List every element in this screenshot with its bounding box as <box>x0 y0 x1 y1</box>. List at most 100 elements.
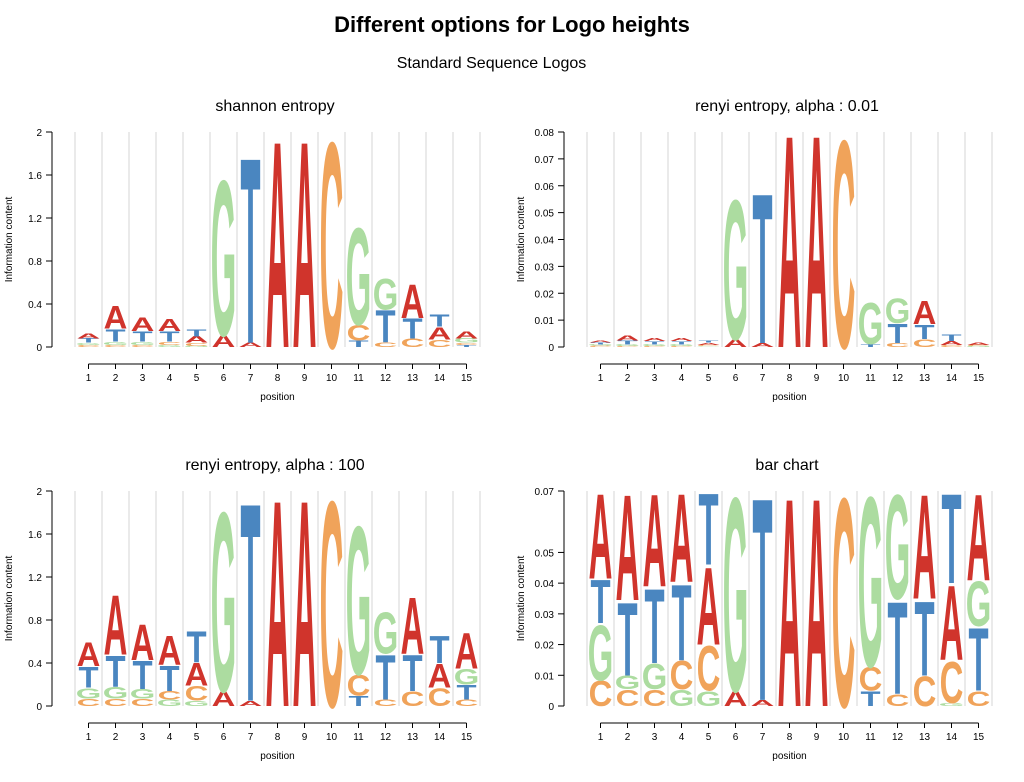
logo-letter-T: T <box>698 473 718 587</box>
logo-letter-A: A <box>212 687 236 711</box>
logo-letter-A: A <box>104 299 128 336</box>
logo-letter-A: A <box>104 578 128 673</box>
svg-text:A: A <box>104 578 128 673</box>
x-tick-label: 2 <box>113 732 119 743</box>
logo-letter-A: A <box>616 465 640 634</box>
svg-text:T: T <box>348 339 368 349</box>
logo-chart: renyi entropy, alpha : 100 0 0.4 0.8 1.2 1.6 2… <box>4 439 481 769</box>
x-tick-label: 10 <box>838 373 850 384</box>
svg-text:T: T <box>671 340 692 345</box>
svg-text:C: C <box>158 689 182 702</box>
x-tick-label: 6 <box>733 732 739 743</box>
svg-text:A: A <box>778 447 802 771</box>
svg-text:T: T <box>968 611 988 711</box>
logo-letter-T: T <box>159 660 179 700</box>
logo-letter-C: C <box>347 669 371 702</box>
svg-text:A: A <box>616 334 640 342</box>
logo-letter-G: G <box>346 201 372 355</box>
svg-text:T: T <box>698 473 718 587</box>
y-tick-label: 0.08 <box>535 128 555 139</box>
svg-text:G: G <box>615 344 641 347</box>
logo-letter-G: G <box>184 699 210 707</box>
svg-text:C: C <box>832 447 856 771</box>
logo-letter-C: C <box>913 669 937 716</box>
logo-letter-C: C <box>589 675 613 715</box>
logo-letter-C: C <box>185 342 209 347</box>
logo-letter-C: C <box>697 633 721 705</box>
logo-letter-C: C <box>428 684 452 713</box>
svg-text:G: G <box>696 346 722 347</box>
logo-letter-A: A <box>913 463 937 630</box>
svg-text:T: T <box>240 447 260 761</box>
logo-letter-A: A <box>266 80 290 410</box>
svg-text:C: C <box>670 653 694 698</box>
x-tick-label: 14 <box>946 732 958 743</box>
logo-letter-C: C <box>455 698 479 708</box>
logo-letter-T: T <box>186 622 206 672</box>
svg-text:G: G <box>157 344 183 347</box>
logo-letter-G: G <box>723 159 749 382</box>
logo-letter-T: T <box>456 344 476 347</box>
logo-letter-T: T <box>914 320 934 343</box>
y-tick-label: 1.6 <box>28 530 42 541</box>
svg-text:A: A <box>158 627 182 674</box>
svg-text:C: C <box>104 344 128 347</box>
logo-letter-C: C <box>374 342 398 349</box>
svg-text:C: C <box>401 337 425 350</box>
svg-text:A: A <box>724 687 748 711</box>
logo-panel-renyi-low: renyi entropy, alpha : 0.01 0 0.01 0.02 0.03… <box>512 71 1012 423</box>
svg-text:A: A <box>697 546 721 669</box>
svg-text:C: C <box>616 685 640 711</box>
svg-text:A: A <box>913 463 937 630</box>
logo-letter-A: A <box>428 658 452 696</box>
x-tick-label: 7 <box>248 732 254 743</box>
svg-text:C: C <box>589 345 613 347</box>
y-tick-label: 1.6 <box>28 171 42 182</box>
logo-letter-C: C <box>886 690 910 710</box>
logo-letter-G: G <box>103 683 129 702</box>
logo-letter-A: A <box>967 341 991 345</box>
logo-letter-C: C <box>158 341 182 346</box>
svg-text:T: T <box>698 340 718 343</box>
logo-letter-G: G <box>669 685 695 711</box>
svg-text:G: G <box>885 292 911 331</box>
logo-letter-A: A <box>589 340 613 343</box>
x-tick-label: 7 <box>248 373 254 384</box>
logo-letter-T: T <box>132 653 153 698</box>
logo-letter-T: T <box>429 310 449 330</box>
logo-letter-G: G <box>966 568 992 640</box>
logo-letter-G: G <box>588 608 614 697</box>
svg-text:T: T <box>429 627 449 671</box>
logo-letter-C: C <box>643 685 667 711</box>
logo-letter-C: C <box>401 687 425 711</box>
svg-text:C: C <box>697 633 721 705</box>
x-tick-label: 9 <box>814 732 820 743</box>
x-tick-label: 9 <box>814 373 820 384</box>
y-tick-label: 2 <box>36 128 42 139</box>
svg-text:A: A <box>401 275 425 329</box>
logo-letter-A: A <box>724 337 748 349</box>
x-tick-label: 13 <box>407 732 419 743</box>
logo-letter-A: A <box>751 699 775 709</box>
svg-text:T: T <box>644 340 665 345</box>
svg-text:T: T <box>752 149 772 389</box>
logo-letter-A: A <box>185 335 209 345</box>
logo-letter-C: C <box>104 344 128 347</box>
svg-text:G: G <box>184 346 210 348</box>
svg-text:T: T <box>671 562 691 684</box>
logo-letter-G: G <box>103 341 129 346</box>
logo-letter-G: G <box>76 342 102 345</box>
logo-letter-C: C <box>428 338 452 350</box>
svg-text:C: C <box>428 684 452 713</box>
x-tick-label: 5 <box>194 732 200 743</box>
x-tick-label: 3 <box>140 373 146 384</box>
logo-letter-T: T <box>159 329 180 345</box>
svg-text:C: C <box>185 342 209 347</box>
logo-letter-C: C <box>616 346 640 348</box>
logo-letter-C: C <box>77 697 101 709</box>
svg-text:C: C <box>374 342 398 349</box>
logo-letter-T: T <box>617 582 637 698</box>
svg-text:C: C <box>940 344 964 347</box>
y-axis-label: Information content <box>516 555 527 641</box>
logo-letter-A: A <box>266 439 290 769</box>
